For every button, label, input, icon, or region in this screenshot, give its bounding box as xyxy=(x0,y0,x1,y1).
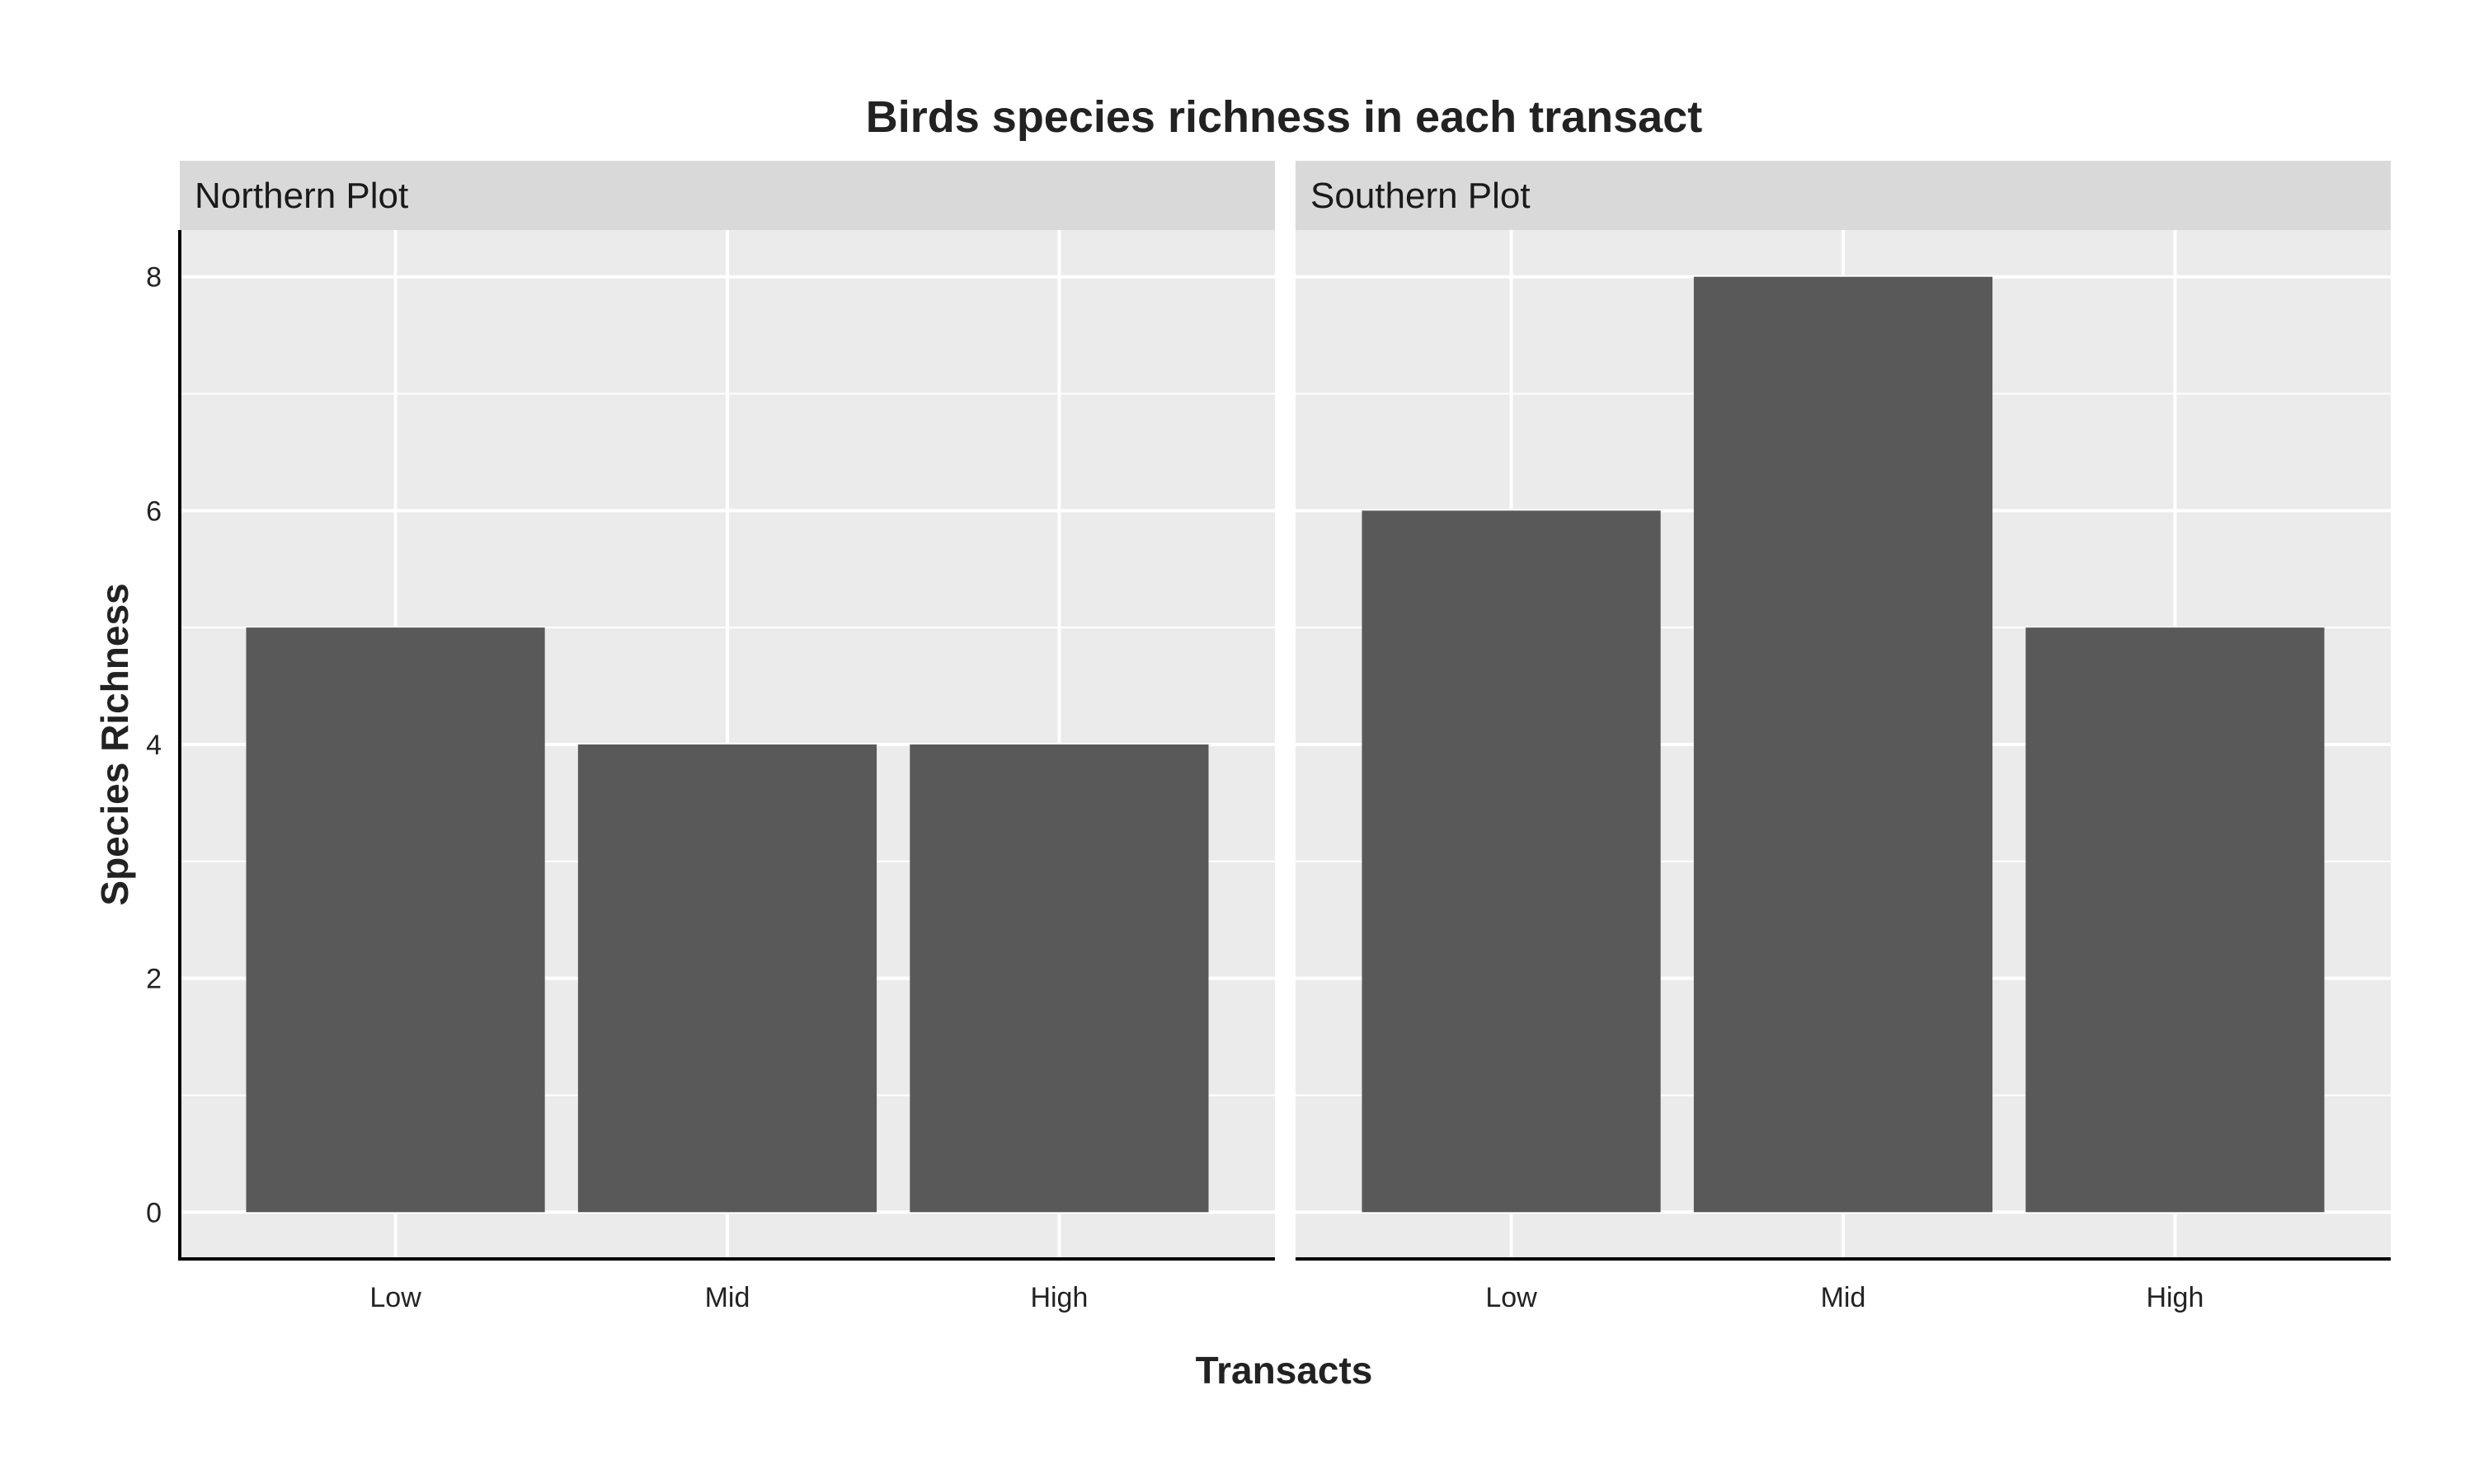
x-tick-label: Mid xyxy=(1821,1282,1866,1313)
y-tick-label: 6 xyxy=(146,495,162,527)
chart-title: Birds species richness in each transact xyxy=(866,92,1702,142)
y-tick-label: 0 xyxy=(146,1197,162,1228)
y-tick-label: 8 xyxy=(146,262,162,294)
facet-strip xyxy=(180,161,1275,230)
x-tick-label: High xyxy=(1030,1282,1088,1313)
x-tick-label: Low xyxy=(1485,1282,1537,1313)
y-tick-label: 2 xyxy=(146,964,162,995)
bar xyxy=(910,744,1209,1213)
bar xyxy=(1693,276,1993,1213)
bar xyxy=(246,627,545,1213)
x-tick-label: Low xyxy=(369,1282,421,1313)
x-axis-title: Transacts xyxy=(1196,1349,1373,1392)
x-tick-label: High xyxy=(2146,1282,2204,1313)
facet-strip-label: Northern Plot xyxy=(195,176,408,216)
facet-strip xyxy=(1296,161,2391,230)
x-tick-label: Mid xyxy=(705,1282,750,1313)
y-tick-label: 4 xyxy=(146,730,162,761)
bar xyxy=(577,744,877,1213)
bar xyxy=(2025,627,2325,1213)
facet-panel: Northern Plot Low Mid High xyxy=(178,161,1275,1313)
facet-panel: Southern Plot Low Mid High xyxy=(1296,161,2391,1313)
bar xyxy=(1362,510,1661,1213)
y-axis-title: Species Richness xyxy=(93,583,136,905)
facet-strip-label: Southern Plot xyxy=(1310,176,1531,216)
